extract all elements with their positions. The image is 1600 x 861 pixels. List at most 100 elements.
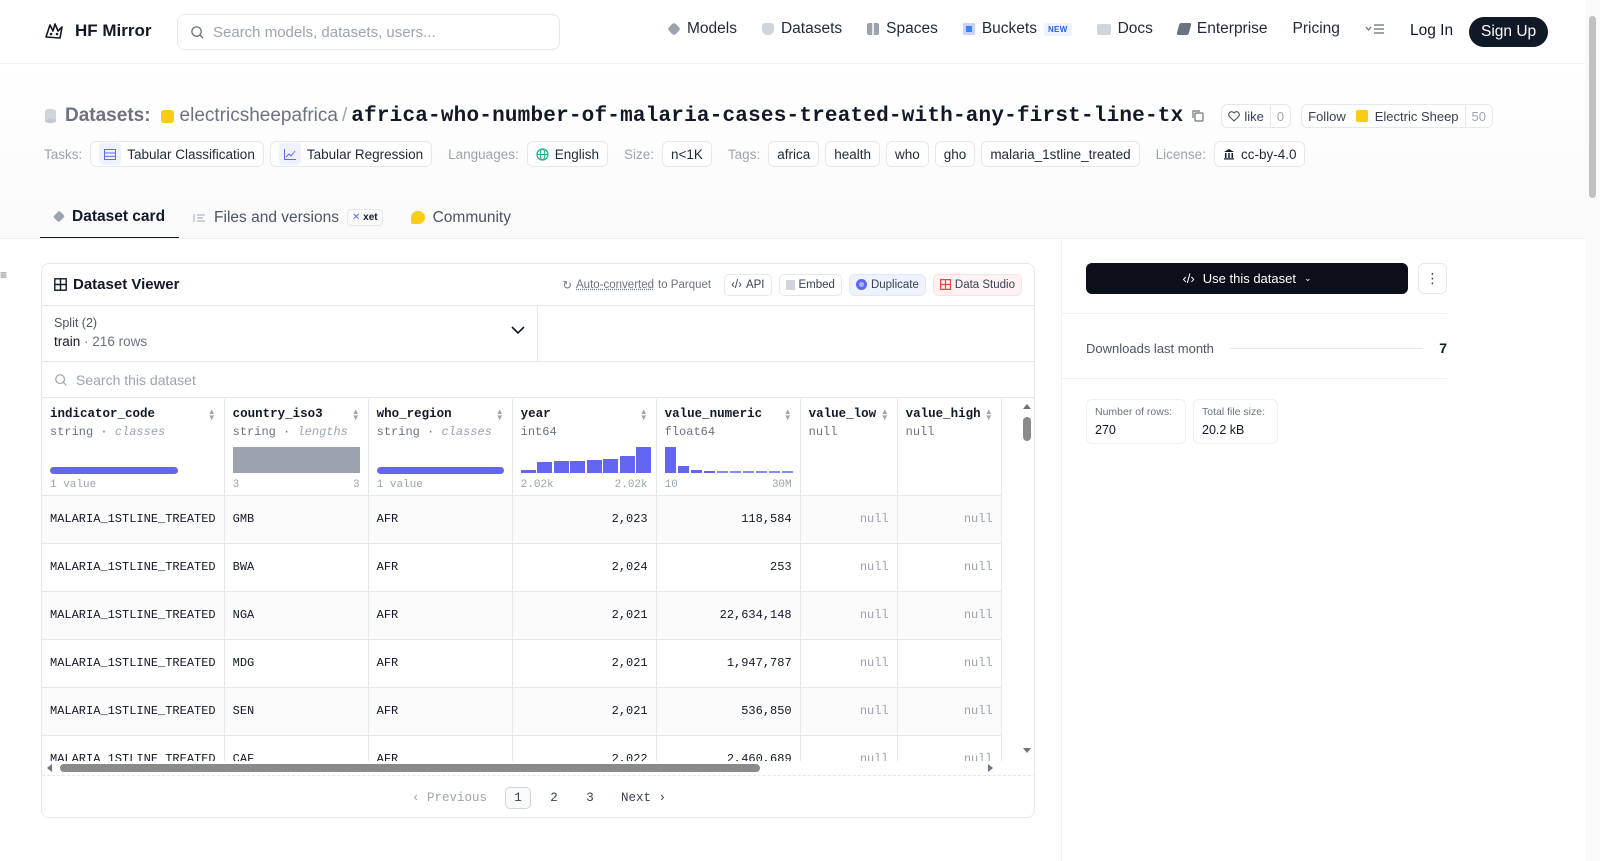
year-histogram-bar[interactable] (520, 470, 536, 473)
tab-dataset-card[interactable]: Dataset card (40, 196, 180, 239)
page-scrollbar-thumb[interactable] (1589, 16, 1596, 198)
tab-community[interactable]: Community (397, 196, 525, 239)
sort-icon[interactable]: ▲ ▼ (495, 407, 504, 422)
sort-icon[interactable]: ▲ ▼ (984, 407, 993, 422)
auto-converted-note[interactable]: ↻ Auto-converted to Parquet (562, 278, 712, 292)
year-histogram-bar[interactable] (570, 461, 586, 473)
api-button[interactable]: ‹/› API (724, 273, 772, 296)
sort-icon[interactable]: ▲ ▼ (880, 407, 889, 422)
license-tag[interactable]: cc-by-4.0 (1213, 141, 1306, 167)
tag-africa[interactable]: africa (768, 141, 820, 167)
global-search-input[interactable] (213, 23, 543, 41)
more-options-button[interactable]: ⋮ (1418, 263, 1447, 294)
sort-icon[interactable]: ▲ ▼ (783, 407, 792, 422)
tab-files-versions[interactable]: Files and versions ✕ xet (179, 196, 397, 239)
value-histogram-bar[interactable] (742, 471, 754, 473)
embed-button[interactable]: Embed (778, 273, 842, 296)
page-scrollbar[interactable] (1585, 0, 1600, 861)
sort-icon[interactable]: ▲ ▼ (351, 407, 360, 422)
row-count-stat: Number of rows: 270 (1086, 399, 1186, 444)
page-2-button[interactable]: 2 (550, 790, 558, 805)
downloads-label: Downloads last month (1086, 340, 1214, 356)
column-header-value-high[interactable]: value_high null ▲ ▼ (897, 399, 1002, 496)
column-header-who-region[interactable]: who_region string · classes ▲ ▼ 1 value (368, 399, 513, 496)
dataset-search[interactable] (42, 362, 1034, 398)
community-icon (410, 211, 425, 224)
search-icon (55, 373, 67, 386)
table-cell: MALARIA_1STLINE_TREATED (42, 687, 225, 736)
signup-button[interactable]: Sign Up (1469, 17, 1549, 47)
value-histogram-bar[interactable] (716, 471, 728, 473)
nav-docs[interactable]: Docs (1096, 20, 1153, 38)
value-histogram-bar[interactable] (755, 471, 767, 473)
value-histogram-bar[interactable] (664, 447, 676, 473)
column-header-year[interactable]: year int64 ▲ ▼ 2.02k 2.02k (512, 399, 657, 496)
nav-pricing[interactable]: Pricing (1292, 20, 1340, 37)
tag-malaria[interactable]: malaria_1stline_treated (981, 141, 1140, 167)
task-tag-tabular-classification[interactable]: Tabular Classification (90, 141, 264, 167)
language-tag-english[interactable]: English (526, 141, 608, 167)
data-studio-button[interactable]: Data Studio (932, 273, 1022, 296)
nav-spaces[interactable]: Spaces (867, 20, 938, 38)
value-histogram-bar[interactable] (781, 471, 793, 473)
column-header-indicator-code[interactable]: indicator_code string · classes ▲ ▼ 1 val… (42, 399, 225, 496)
value-histogram-bar[interactable] (677, 466, 689, 473)
datasets-icon (761, 23, 774, 35)
global-search[interactable] (177, 14, 560, 50)
chevron-down-icon (511, 326, 525, 335)
table-cell: MALARIA_1STLINE_TREATED (42, 735, 225, 761)
nav-models[interactable]: Models (667, 20, 737, 38)
refresh-icon: ↻ (562, 279, 573, 292)
value-histogram-bar[interactable] (768, 471, 780, 473)
year-histogram-bar[interactable] (603, 459, 619, 473)
files-icon (193, 213, 206, 222)
column-header-value-numeric[interactable]: value_numeric float64 ▲ ▼ 10 30M (656, 399, 801, 496)
tag-who[interactable]: who (886, 141, 929, 167)
year-histogram-bar[interactable] (619, 456, 635, 473)
nav-buckets[interactable]: Buckets NEW (962, 20, 1072, 38)
sort-icon[interactable]: ▲ ▼ (639, 407, 648, 422)
year-histogram-bar[interactable] (636, 447, 652, 473)
year-histogram-bar[interactable] (553, 461, 569, 473)
nav-datasets[interactable]: Datasets (761, 20, 842, 38)
table-horizontal-scrollbar[interactable] (42, 761, 1034, 775)
next-page-button[interactable]: Next › (621, 790, 667, 805)
sort-icon[interactable]: ▲ ▼ (207, 407, 216, 422)
value-histogram-bar[interactable] (703, 471, 715, 473)
copy-icon[interactable] (1191, 109, 1205, 123)
column-header-value-low[interactable]: value_low null ▲ ▼ (800, 399, 898, 496)
tag-health[interactable]: health (825, 141, 881, 167)
year-histogram-bar[interactable] (537, 462, 553, 473)
duplicate-button[interactable]: Duplicate (848, 273, 926, 296)
table-header-row: indicator_code string · classes ▲ ▼ 1 val… (42, 399, 1002, 496)
regression-icon (278, 143, 301, 165)
table-body: MALARIA_1STLINE_TREATED GMB AFR 2,023 118,58… (42, 495, 1002, 761)
split-selector[interactable]: Split (2) train · 216 rows (42, 306, 538, 361)
repo-owner-link[interactable]: electricsheepafrica (179, 105, 338, 126)
value-histogram-bar[interactable] (690, 470, 702, 473)
follower-count: 50 (1464, 105, 1492, 127)
repo-title-row: Datasets: electricsheepafrica / africa-w… (44, 104, 1494, 128)
previous-page-button[interactable]: ‹ Previous (411, 790, 487, 805)
page-1-button[interactable]: 1 (505, 786, 531, 809)
table-vertical-scrollbar[interactable] (1019, 399, 1034, 761)
dataset-search-input[interactable] (76, 371, 576, 388)
value-histogram-bar[interactable] (729, 471, 741, 473)
like-count: 0 (1269, 105, 1290, 127)
page-3-button[interactable]: 3 (586, 790, 594, 805)
like-button[interactable]: like 0 (1221, 104, 1292, 128)
sidebar-toggle-icon[interactable]: ≡ (0, 268, 8, 282)
tag-gho[interactable]: gho (934, 141, 976, 167)
nav-more-menu[interactable] (1365, 23, 1385, 35)
year-histogram-bar[interactable] (586, 460, 602, 473)
use-dataset-button[interactable]: ‹/› Use this dataset ⌄ (1086, 263, 1408, 294)
login-link[interactable]: Log In (1410, 22, 1454, 39)
brand-logo[interactable]: HF Mirror (42, 19, 152, 43)
task-tag-tabular-regression[interactable]: Tabular Regression (269, 141, 433, 167)
follow-button[interactable]: Follow Electric Sheep 50 (1301, 104, 1494, 128)
hf-logo-icon (45, 23, 63, 39)
size-tag[interactable]: n<1K (662, 141, 712, 167)
license-label: License: (1155, 146, 1206, 162)
nav-enterprise[interactable]: Enterprise (1176, 20, 1268, 38)
